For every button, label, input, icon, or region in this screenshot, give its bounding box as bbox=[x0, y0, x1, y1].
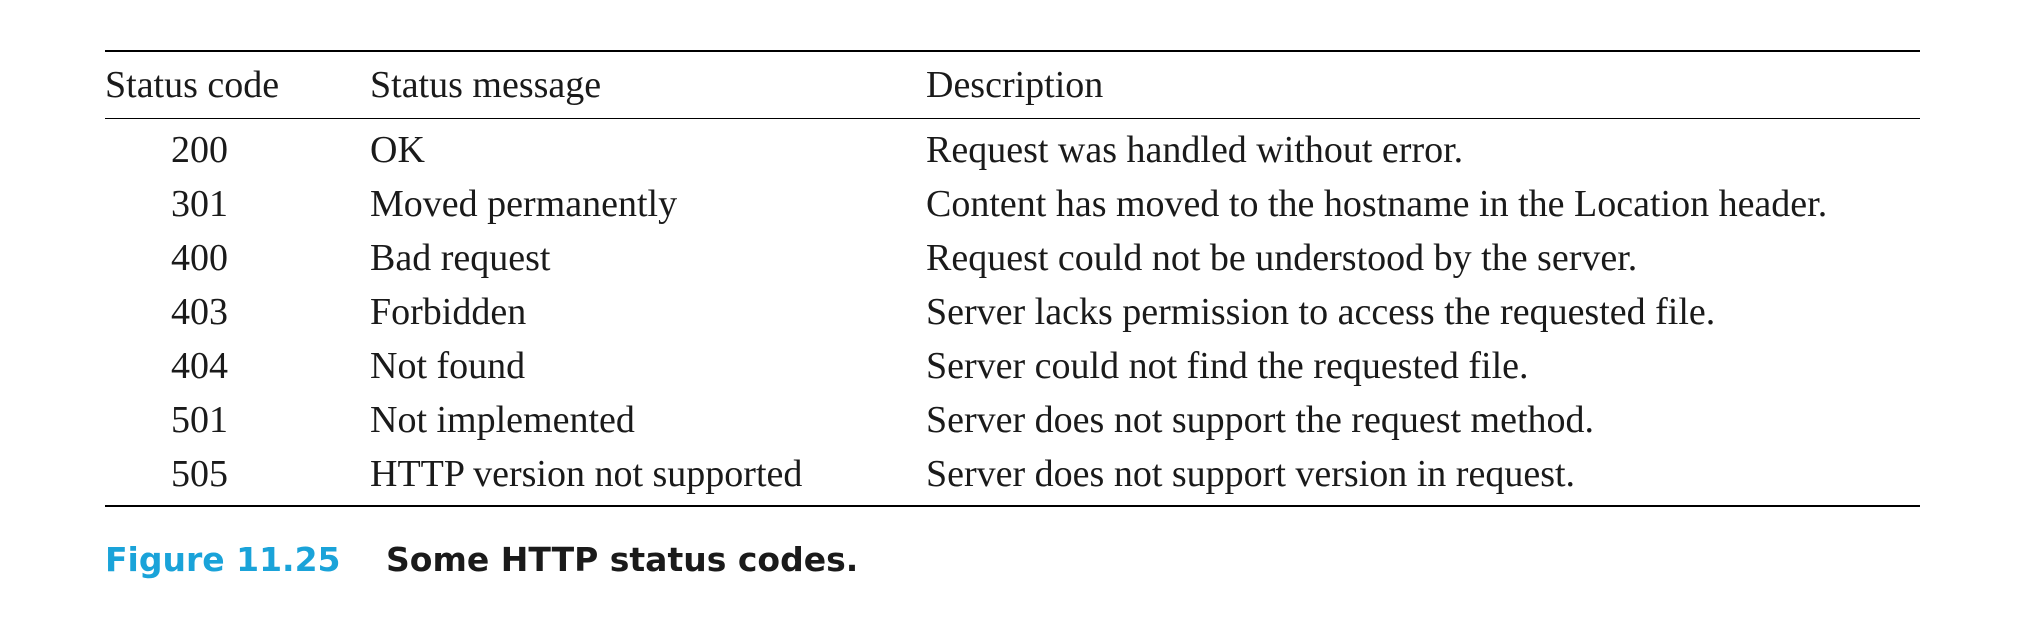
status-codes-table: Status code Status message Description 2… bbox=[105, 50, 1920, 507]
table-row: 400 Bad request Request could not be und… bbox=[105, 231, 1920, 285]
status-message-cell: HTTP version not supported bbox=[370, 453, 803, 495]
table-body: 200 OK Request was handled without error… bbox=[105, 119, 1920, 506]
description-cell: Content has moved to the hostname in the… bbox=[926, 183, 1828, 225]
figure-label: Figure 11.25 bbox=[105, 540, 341, 579]
table-row: 404 Not found Server could not find the … bbox=[105, 339, 1920, 393]
figure-caption-text: Some HTTP status codes. bbox=[386, 540, 859, 579]
status-message-cell: Not implemented bbox=[370, 399, 635, 441]
status-message-cell: Bad request bbox=[370, 237, 551, 279]
description-cell: Server lacks permission to access the re… bbox=[926, 291, 1716, 333]
header-row: Status code Status message Description bbox=[105, 51, 1920, 119]
status-message-cell: OK bbox=[370, 129, 425, 171]
status-code-cell: 400 bbox=[171, 237, 228, 279]
status-code-cell: 200 bbox=[171, 129, 228, 171]
header-status-message: Status message bbox=[370, 64, 602, 106]
header-description: Description bbox=[926, 64, 1104, 106]
status-message-cell: Forbidden bbox=[370, 291, 527, 333]
description-cell: Request was handled without error. bbox=[926, 129, 1464, 171]
status-code-cell: 501 bbox=[171, 399, 228, 441]
figure: Status code Status message Description 2… bbox=[105, 50, 1920, 507]
description-cell: Server does not support version in reque… bbox=[926, 453, 1576, 495]
status-message-cell: Moved permanently bbox=[370, 183, 678, 225]
table-row: 403 Forbidden Server lacks permission to… bbox=[105, 285, 1920, 339]
header-status-code: Status code bbox=[105, 64, 280, 106]
description-cell: Request could not be understood by the s… bbox=[926, 237, 1638, 279]
description-cell: Server could not find the requested file… bbox=[926, 345, 1529, 387]
status-message-cell: Not found bbox=[370, 345, 526, 387]
status-code-cell: 403 bbox=[171, 291, 228, 333]
table-row: 200 OK Request was handled without error… bbox=[105, 119, 1920, 178]
figure-caption: Figure 11.25 Some HTTP status codes. bbox=[105, 540, 858, 580]
description-cell: Server does not support the request meth… bbox=[926, 399, 1595, 441]
status-code-cell: 505 bbox=[171, 453, 228, 495]
table-row: 301 Moved permanently Content has moved … bbox=[105, 177, 1920, 231]
status-code-cell: 404 bbox=[171, 345, 228, 387]
status-code-cell: 301 bbox=[171, 183, 228, 225]
table-row: 501 Not implemented Server does not supp… bbox=[105, 393, 1920, 447]
table-row: 505 HTTP version not supported Server do… bbox=[105, 447, 1920, 506]
table-header: Status code Status message Description bbox=[105, 51, 1920, 119]
